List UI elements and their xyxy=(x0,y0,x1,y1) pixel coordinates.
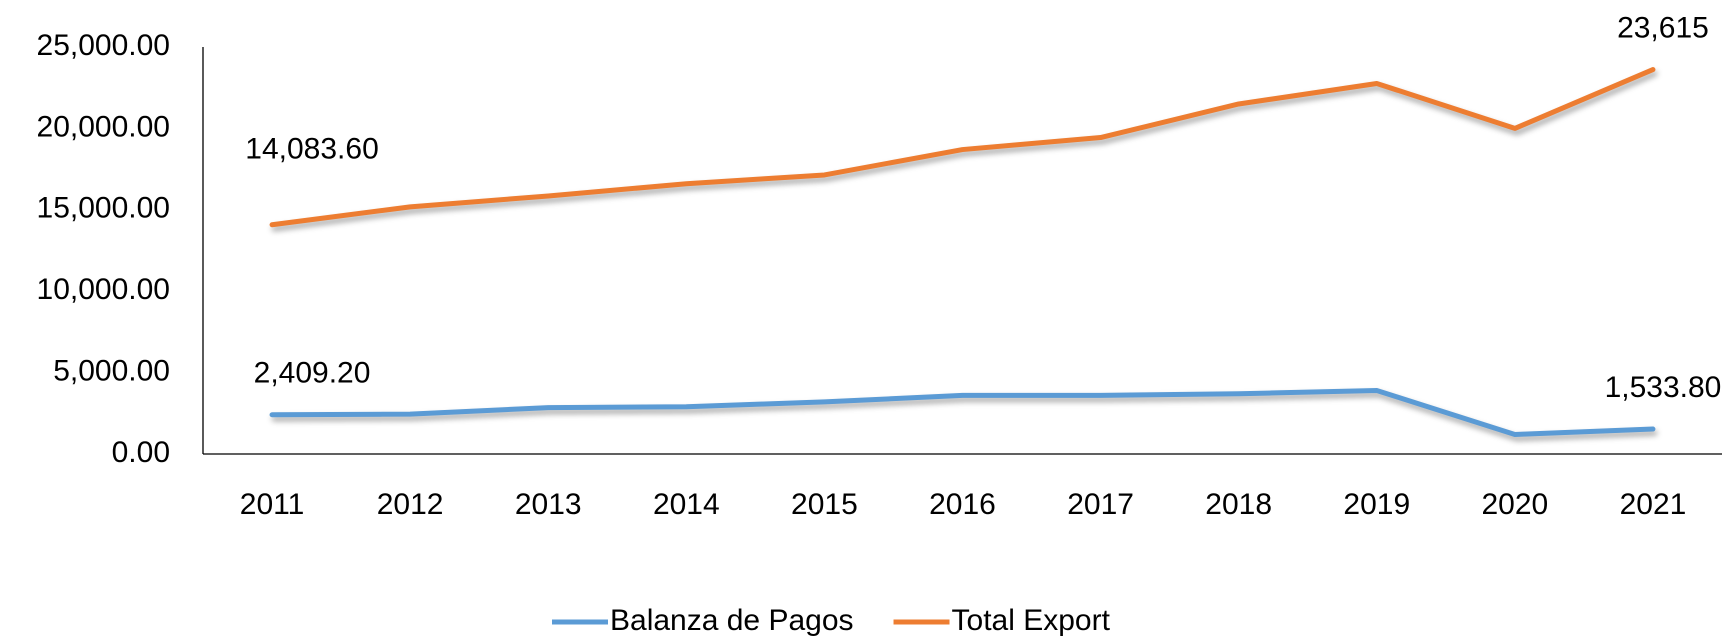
data-label: 2,409.20 xyxy=(254,357,371,390)
x-tick-label: 2021 xyxy=(1620,488,1687,521)
x-tick-label: 2020 xyxy=(1481,488,1548,521)
x-tick-label: 2019 xyxy=(1343,488,1410,521)
x-tick-label: 2016 xyxy=(929,488,996,521)
legend-label: Total Export xyxy=(952,604,1111,637)
data-label: 1,533.80 xyxy=(1605,371,1722,404)
x-tick-label: 2017 xyxy=(1067,488,1134,521)
y-tick-label: 5,000.00 xyxy=(53,355,170,388)
y-tick-label: 10,000.00 xyxy=(37,273,170,306)
x-tick-label: 2012 xyxy=(377,488,444,521)
y-tick-label: 20,000.00 xyxy=(37,110,170,143)
x-tick-label: 2018 xyxy=(1205,488,1272,521)
data-label: 23,615 xyxy=(1617,11,1709,44)
data-label: 14,083.60 xyxy=(245,133,378,166)
x-tick-label: 2014 xyxy=(653,488,720,521)
x-tick-label: 2015 xyxy=(791,488,858,521)
y-tick-label: 15,000.00 xyxy=(37,192,170,225)
x-tick-label: 2011 xyxy=(240,488,305,521)
x-tick-label: 2013 xyxy=(515,488,582,521)
series-line xyxy=(269,67,1656,228)
y-tick-label: 25,000.00 xyxy=(37,29,170,62)
legend-label: Balanza de Pagos xyxy=(610,604,854,637)
series-line xyxy=(269,388,1656,437)
y-tick-label: 0.00 xyxy=(112,436,170,469)
